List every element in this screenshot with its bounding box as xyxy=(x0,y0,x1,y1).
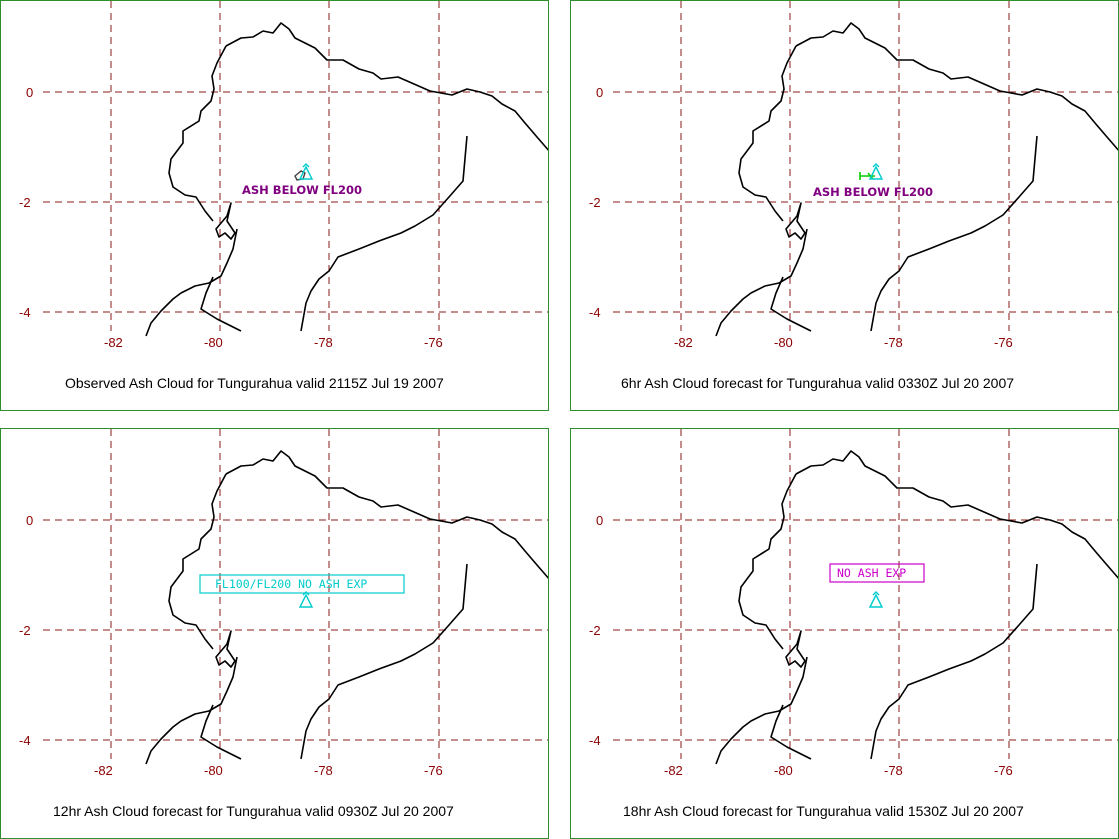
map-svg: -82 -80 -78 -76 0 -2 -4 FL100/FL200 NO A… xyxy=(19,429,548,819)
coastline-borders xyxy=(145,22,548,337)
lon-grid-lines xyxy=(110,429,440,759)
lat-tick-label: -4 xyxy=(589,305,601,320)
panel-caption: 6hr Ash Cloud forecast for Tungurahua va… xyxy=(621,375,1014,391)
ash-cloud-polygon xyxy=(294,170,306,181)
lon-tick-label: -82 xyxy=(104,335,123,350)
lat-tick-labels: 0 -2 -4 xyxy=(19,85,33,320)
lon-tick-label: -80 xyxy=(774,763,793,778)
lon-tick-label: -80 xyxy=(774,335,793,350)
lat-grid-lines xyxy=(43,519,548,741)
lon-grid-lines xyxy=(680,429,1010,759)
ash-cloud-area xyxy=(859,172,875,180)
lat-tick-label: 0 xyxy=(26,513,33,528)
map-panel-18hr-forecast: -82 -80 -78 -76 0 -2 -4 NO ASH EXP 18hr … xyxy=(570,428,1119,839)
lat-grid-lines xyxy=(43,91,548,313)
volcano-icon xyxy=(298,591,314,608)
lon-tick-labels: -82 -80 -78 -76 xyxy=(664,763,1013,778)
ash-cloud-polygon xyxy=(859,172,875,180)
lat-tick-label: -4 xyxy=(19,733,31,748)
lon-tick-label: -76 xyxy=(994,763,1013,778)
coastline-borders xyxy=(145,450,548,765)
lon-tick-label: -76 xyxy=(994,335,1013,350)
map-svg: -82 -80 -78 -76 0 -2 -4 NO ASH EXP 18hr … xyxy=(589,429,1118,819)
coastline-borders xyxy=(715,22,1118,337)
lat-tick-label: 0 xyxy=(596,513,603,528)
lat-grid-lines xyxy=(613,519,1118,741)
panel-caption: 12hr Ash Cloud forecast for Tungurahua v… xyxy=(53,803,454,819)
volcano-icon xyxy=(868,163,884,180)
lat-tick-label: -2 xyxy=(19,195,31,210)
panel-caption: Observed Ash Cloud for Tungurahua valid … xyxy=(65,375,444,391)
lat-tick-label: -4 xyxy=(589,733,601,748)
map-svg: -82 -80 -78 -76 0 -2 -4 ASH BELOW FL200 … xyxy=(19,1,548,391)
lon-tick-label: -80 xyxy=(204,335,223,350)
lat-tick-label: 0 xyxy=(26,85,33,100)
map-svg: -82 -80 -78 -76 0 -2 -4 ASH BELOW FL200 … xyxy=(589,1,1118,391)
coastline-borders xyxy=(715,450,1118,765)
ash-advisory-label: ASH BELOW FL200 xyxy=(813,185,933,199)
ash-advisory-label: NO ASH EXP xyxy=(837,566,906,580)
lon-tick-label: -80 xyxy=(204,763,223,778)
ash-advisory-box xyxy=(829,563,925,583)
lat-tick-labels: 0 -2 -4 xyxy=(589,513,603,748)
lon-tick-label: -82 xyxy=(94,763,113,778)
lat-tick-label: -4 xyxy=(19,305,31,320)
lon-tick-label: -76 xyxy=(424,335,443,350)
lat-tick-label: -2 xyxy=(589,623,601,638)
lon-tick-labels: -82 -80 -78 -76 xyxy=(104,335,443,350)
panel-caption: 18hr Ash Cloud forecast for Tungurahua v… xyxy=(623,803,1024,819)
lon-grid-lines xyxy=(680,1,1010,331)
lon-tick-label: -82 xyxy=(674,335,693,350)
lon-tick-label: -78 xyxy=(884,763,903,778)
lat-tick-labels: 0 -2 -4 xyxy=(19,513,33,748)
ash-cloud-area xyxy=(294,170,306,181)
volcano-icon xyxy=(298,163,314,180)
lon-tick-label: -78 xyxy=(314,335,333,350)
lon-tick-labels: -82 -80 -78 -76 xyxy=(94,763,443,778)
lat-tick-label: -2 xyxy=(589,195,601,210)
lat-tick-label: 0 xyxy=(596,85,603,100)
ash-advisory-box xyxy=(199,574,405,594)
lon-tick-label: -76 xyxy=(424,763,443,778)
lon-tick-label: -78 xyxy=(314,763,333,778)
ash-advisory-label: ASH BELOW FL200 xyxy=(242,183,362,197)
ash-advisory-label: FL100/FL200 NO ASH EXP xyxy=(215,577,367,591)
lat-tick-label: -2 xyxy=(19,623,31,638)
lon-tick-label: -78 xyxy=(884,335,903,350)
lon-tick-label: -82 xyxy=(664,763,683,778)
map-panel-observed: -82 -80 -78 -76 0 -2 -4 ASH BELOW FL200 … xyxy=(0,0,549,411)
volcano-icon xyxy=(868,591,884,608)
lon-grid-lines xyxy=(110,1,440,331)
lat-grid-lines xyxy=(613,91,1118,313)
lat-tick-labels: 0 -2 -4 xyxy=(589,85,603,320)
lon-tick-labels: -82 -80 -78 -76 xyxy=(674,335,1013,350)
map-panel-6hr-forecast: -82 -80 -78 -76 0 -2 -4 ASH BELOW FL200 … xyxy=(570,0,1119,411)
map-panel-12hr-forecast: -82 -80 -78 -76 0 -2 -4 FL100/FL200 NO A… xyxy=(0,428,549,839)
